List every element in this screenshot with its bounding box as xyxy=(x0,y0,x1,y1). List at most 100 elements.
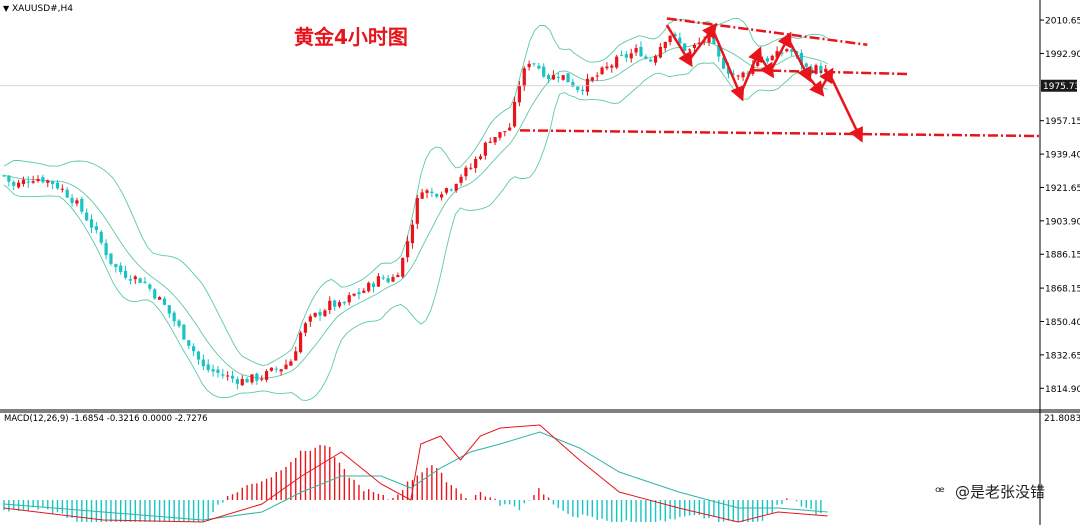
projection-arrow-segment xyxy=(687,22,717,62)
bear-candle xyxy=(172,312,176,322)
bear-candle xyxy=(537,65,541,69)
current-price-label: 1975.73 xyxy=(1043,82,1080,92)
bull-candle xyxy=(362,290,366,293)
y-tick-label: 1903.90 xyxy=(1045,217,1080,227)
bull-candle xyxy=(303,323,308,333)
bull-candle xyxy=(269,367,274,371)
bull-candle xyxy=(561,75,565,80)
bear-candle xyxy=(532,63,536,65)
y-tick-label: 1814.90 xyxy=(1045,385,1080,395)
bear-candle xyxy=(2,175,6,177)
bull-candle xyxy=(512,101,517,127)
bull-candle xyxy=(405,241,410,258)
bear-candle xyxy=(206,364,210,370)
bear-candle xyxy=(435,193,439,197)
bear-candle xyxy=(51,180,55,185)
bull-candle xyxy=(459,176,463,183)
bear-candle xyxy=(201,359,205,367)
price-axis: 2010.65 1992.90 1975.73 1957.15 1939.40 1921.… xyxy=(0,17,1080,395)
bull-candle xyxy=(634,48,638,53)
bull-candle xyxy=(736,75,740,77)
dropdown-arrow-icon[interactable]: ▼ xyxy=(3,4,10,13)
bull-candle xyxy=(814,65,818,74)
bear-candle xyxy=(187,340,191,346)
bull-candle xyxy=(469,167,473,169)
bull-candle xyxy=(425,190,429,193)
bear-candle xyxy=(80,199,84,212)
bull-candle xyxy=(313,312,317,317)
bear-candle xyxy=(746,73,750,75)
y-tick-label: 1832.65 xyxy=(1045,351,1080,361)
bull-candle xyxy=(615,56,619,68)
bull-candle xyxy=(323,310,327,317)
bear-candle xyxy=(85,212,89,221)
bear-candle xyxy=(371,283,376,288)
bear-candle xyxy=(683,43,687,51)
bear-candle xyxy=(571,81,575,87)
bull-candle xyxy=(31,181,35,183)
bull-candle xyxy=(488,141,492,143)
projection-arrow-segment xyxy=(768,31,792,73)
watermark-text: @是老张没错 xyxy=(955,483,1045,501)
bear-candle xyxy=(804,63,808,67)
macd-main-line xyxy=(3,424,828,523)
y-tick-label: 1957.15 xyxy=(1045,117,1080,127)
projection-arrow-segment xyxy=(818,67,834,92)
annotation-title: 黄金4小时图 xyxy=(294,25,408,49)
bear-candle xyxy=(196,351,201,360)
bear-candle xyxy=(726,67,731,74)
bull-candle xyxy=(352,293,356,296)
bear-candle xyxy=(381,277,385,279)
bull-candle xyxy=(756,61,760,66)
bull-candle xyxy=(133,276,137,280)
bull-candle xyxy=(401,257,405,277)
bear-candle xyxy=(245,378,249,383)
bull-candle xyxy=(444,188,449,193)
bull-candle xyxy=(498,132,502,138)
projection-arrow-segment xyxy=(806,75,825,97)
bear-candle xyxy=(192,346,196,352)
bull-candle xyxy=(687,49,692,51)
bear-candle xyxy=(65,189,69,198)
bear-candle xyxy=(780,52,784,54)
bear-candle xyxy=(639,46,643,57)
bull-candle xyxy=(483,142,487,156)
bull-candle xyxy=(478,156,483,159)
bear-candle xyxy=(114,264,118,268)
bull-candle xyxy=(503,131,507,133)
bear-candle xyxy=(128,279,133,281)
bear-candle xyxy=(143,281,147,283)
bear-candle xyxy=(12,181,16,186)
bull-candle xyxy=(260,378,264,380)
bull-candle xyxy=(590,77,594,81)
bull-candle xyxy=(157,297,162,300)
bull-candle xyxy=(391,277,395,282)
bull-candle xyxy=(658,46,663,58)
bull-candle xyxy=(226,375,230,377)
projection-arrow-segment xyxy=(828,73,863,143)
bull-candle xyxy=(770,55,774,61)
bear-candle xyxy=(274,368,278,370)
bull-candle xyxy=(284,364,288,370)
current-price-tag xyxy=(1041,79,1077,92)
bull-candle xyxy=(46,180,50,183)
y-tick-label: 2010.65 xyxy=(1045,17,1080,27)
bear-candle xyxy=(123,270,128,278)
bull-candle xyxy=(629,53,633,59)
projection-arrow-segment xyxy=(739,46,763,96)
bear-candle xyxy=(722,57,726,69)
annotations xyxy=(519,17,1041,143)
bear-candle xyxy=(799,53,804,66)
bear-candle xyxy=(55,182,60,189)
bear-candle xyxy=(318,312,322,316)
bear-candle xyxy=(556,76,560,78)
bear-candle xyxy=(542,66,546,77)
bull-candle xyxy=(440,194,444,198)
bull-candle xyxy=(527,63,531,68)
bull-candle xyxy=(454,184,458,191)
bull-candle xyxy=(60,188,64,190)
bull-candle xyxy=(785,49,789,52)
bull-candle xyxy=(653,56,658,63)
